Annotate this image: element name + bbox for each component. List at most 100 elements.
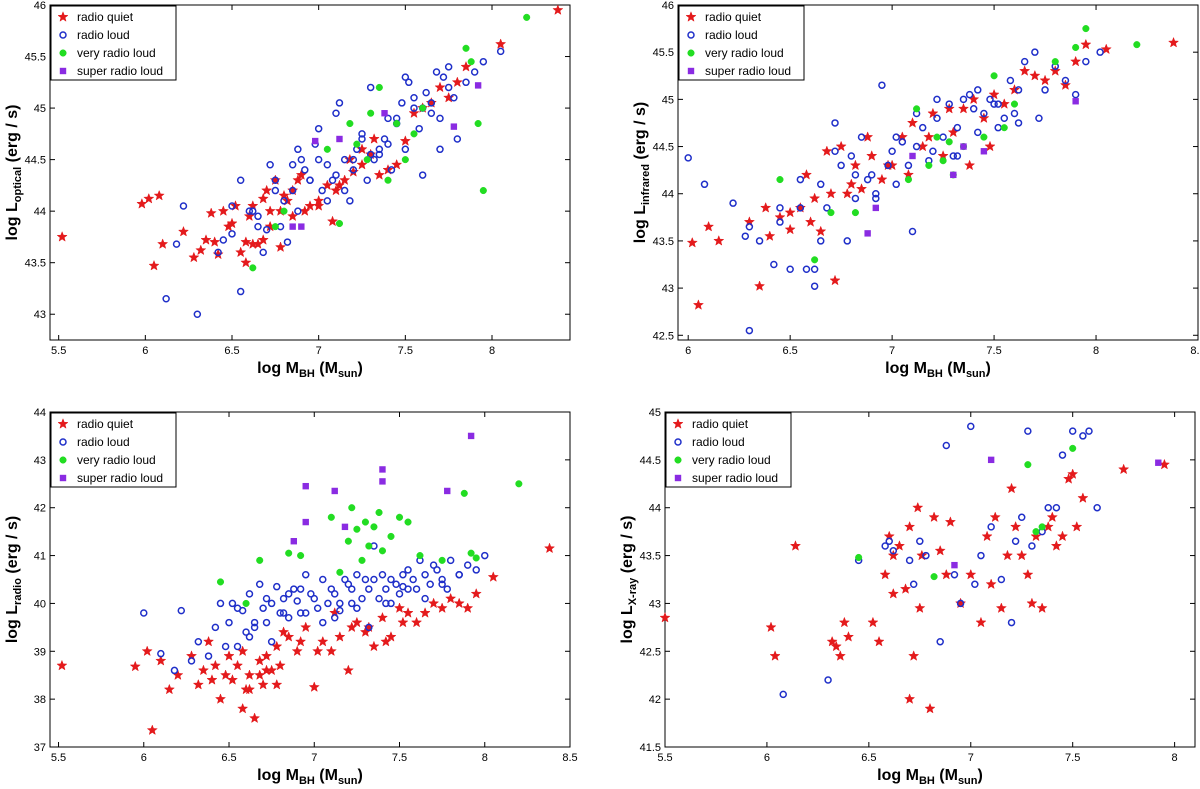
data-point-rq [321,179,333,191]
data-point-rq [287,184,299,196]
data-point-rl [236,287,245,296]
data-point-rq [1167,36,1180,48]
data-point-rq [368,640,380,652]
data-point-rq [1036,602,1048,613]
data-point-rq [334,631,346,642]
data-point-rl [297,155,306,164]
y-tick-label: 45.5 [653,47,674,59]
x-tick-label: 7 [311,752,317,764]
data-point-rq [1056,530,1069,542]
data-point-rl [884,161,892,170]
data-point-rq [163,683,175,695]
data-point-rl [340,155,349,164]
data-point-rq [209,659,221,671]
data-point-rl [242,628,250,636]
data-point-rq [765,621,777,633]
data-point-rl [336,599,344,608]
data-point-rq [399,135,411,146]
data-point-rl [262,594,271,603]
data-point-rq [231,659,244,671]
x-axis-label: log MBH (Msun) [257,767,363,784]
data-point-rl [323,161,332,169]
data-point-rl [323,197,332,205]
data-point-rl [361,575,370,584]
data-point-rq [908,650,920,661]
data-point-vrl [1024,461,1032,469]
legend-marker-rq [685,11,697,22]
series-srl [864,98,1079,237]
data-point-rl [987,523,995,531]
data-point-rq [876,173,888,185]
x-tick-label: 6 [764,752,770,764]
y-axis-label-subscript: optical [12,167,24,202]
data-point-rq [927,107,939,119]
data-point-rl [266,161,274,169]
data-point-rl [429,561,438,569]
data-point-rq [291,645,303,657]
data-point-rq [425,97,437,108]
legend: radio quiet radio loud very radio loud supe… [678,5,805,81]
legend-label-vrl: very radio loud [705,46,784,60]
series-rl [779,422,1101,699]
data-point-vrl [378,547,387,555]
data-point-vrl [375,83,383,92]
data-point-rq [957,102,970,114]
data-point-srl [960,143,967,150]
data-point-rq [373,169,385,180]
data-point-rq [1050,540,1063,551]
x-axis-label-part: log M [885,360,927,377]
data-point-vrl [474,119,482,128]
data-point-rl [1044,503,1052,512]
data-point-rq [985,578,997,590]
data-point-rl [472,566,480,574]
data-point-vrl [387,532,395,540]
series-rl [140,542,489,675]
data-point-rq [56,659,68,671]
x-axis-label-subscript: BH [299,368,315,380]
data-point-rq [1077,492,1089,503]
data-point-rl [353,604,361,612]
data-point-rq [380,635,392,647]
data-point-rl [863,175,872,184]
data-point-rl [187,657,196,665]
legend-label-rq: radio quiet [705,10,762,24]
data-point-rl [942,441,951,450]
data-point-rq [978,112,990,124]
y-tick-label: 45 [34,103,46,115]
data-point-rl [365,585,373,593]
data-point-rl [450,94,458,102]
data-point-rl [455,570,463,579]
data-point-rq [893,540,906,551]
x-axis-label-part: (M [943,360,966,377]
data-point-rl [851,171,860,179]
data-point-rl [421,594,429,603]
x-tick-label: 8 [482,752,488,764]
data-point-rq [495,38,507,49]
data-point-rq [397,616,409,628]
data-point-rl [438,575,446,584]
data-point-rq [274,659,286,671]
y-tick-label: 42 [34,503,46,515]
data-point-rq [376,611,389,623]
legend-label-srl: super radio loud [705,64,791,78]
data-point-rl [387,166,396,174]
data-point-rl [349,166,358,174]
data-point-rl [245,590,254,598]
data-point-rl [157,649,165,658]
data-point-rl [307,590,315,598]
data-point-rl [851,194,860,203]
data-point-vrl [353,525,361,533]
data-point-rl [776,204,784,212]
data-point-rl [288,186,297,195]
data-point-srl [312,137,319,145]
data-point-rl [872,189,880,198]
data-point-rl [288,161,297,169]
data-point-rq [330,184,342,196]
data-point-rl [1017,513,1026,522]
data-point-vrl [438,556,446,564]
data-point-rq [195,244,207,256]
data-point-rl [296,585,305,593]
y-tick-label: 44 [34,206,46,218]
data-point-srl [467,432,475,440]
